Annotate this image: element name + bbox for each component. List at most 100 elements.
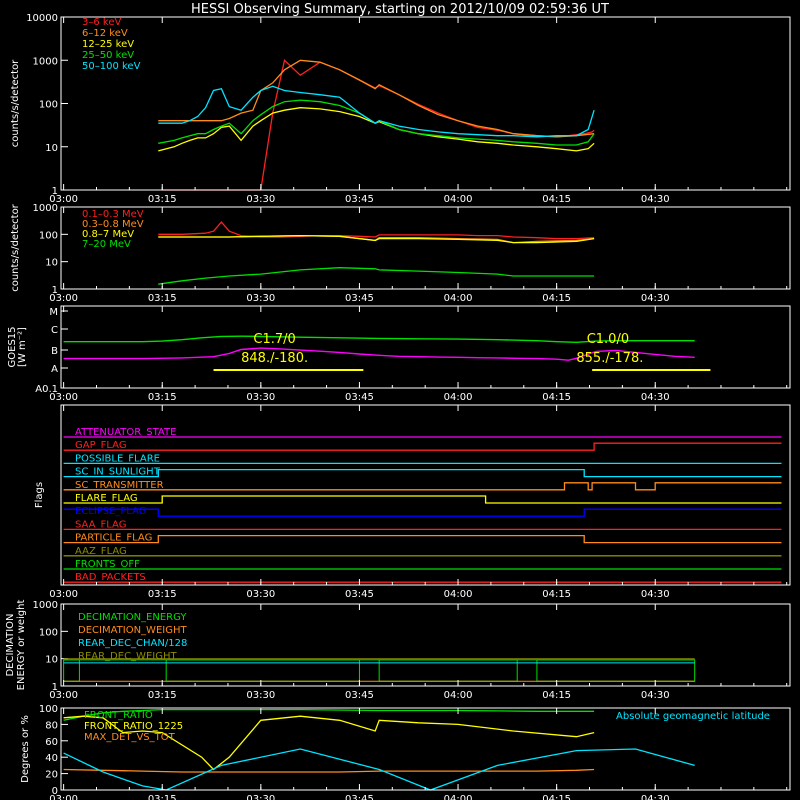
panel-low-energy-frame [60,16,791,191]
x-tick-label: 04:15 [542,794,571,800]
y-tick-label: 10000 [26,13,58,24]
flag-line-sc-transmitter [63,482,782,491]
y-tick-label: 100 [39,627,58,638]
legend-entry: FRONT_RATIO_1225 [84,721,183,732]
x-tick-label: 03:00 [49,794,78,800]
x-tick-label: 04:00 [444,690,473,701]
y-axis-label: DECIMATION [5,613,16,676]
flag-label-sc-transmitter: SC_TRANSMITTER [75,480,164,491]
flare-annotation: C1.7/0 [253,332,295,347]
panel-low-energy: 1 10 100 1000 10000 counts/s/detector 3–6 keV6… [10,13,791,205]
x-tick-label: 03:30 [246,194,275,205]
x-tick-label: 03:30 [246,794,275,800]
x-tick-label: 03:30 [246,293,275,304]
y-tick-label: 10 [45,258,58,269]
series-front-ratio [63,708,595,721]
flag-label-gap-flag: GAP_FLAG [75,440,127,451]
x-tick-label: 04:30 [641,794,670,800]
x-tick-label: 04:15 [542,690,571,701]
y-axis-label: Flags [34,482,45,508]
x-tick-label: 03:45 [345,690,374,701]
flag-label-flare-flag: FLARE_FLAG [75,493,138,504]
x-tick-label: 03:45 [345,589,374,600]
series-6-12-kev [158,59,595,138]
y-tick-label: 1 [52,682,58,693]
legend-entry: 0.3–0.8 MeV [82,219,144,230]
x-tick-label: 04:00 [444,293,473,304]
flag-label-fronts-off: FRONTS_OFF [75,559,140,570]
series-goes-high-channel [63,335,695,344]
flag-label-particle-flag: PARTICLE_FLAG [75,533,152,544]
y-axis-label: Degrees or % [20,715,31,783]
x-tick-label: 03:15 [148,194,177,205]
x-tick-label: 03:00 [49,194,78,205]
x-tick-label: 03:15 [148,392,177,403]
panel-flags: Flags ATTENUATOR_STATE GAP_FLAG POSSIBLE_FL… [34,404,791,600]
flag-line-particle-flag [63,534,782,544]
x-tick-label: 04:15 [542,589,571,600]
y-tick-label: 10 [45,143,58,154]
flag-line-flare-flag [63,495,782,504]
y-tick-label: 0 [52,786,58,797]
series-3-6-kev [162,59,595,191]
y-tick-label: 100 [39,230,58,241]
x-tick-label: 04:00 [444,589,473,600]
x-tick-label: 03:30 [246,392,275,403]
y-tick-label: 1000 [33,203,58,214]
legend-entry: 25–50 keV [82,50,134,61]
legend-entry: 3–6 keV [82,17,121,28]
y-axis-label: [W m⁻²] [17,327,28,367]
x-tick-label: 04:00 [444,794,473,800]
series-25-50-kev [158,99,595,146]
y-tick-label: 1 [52,285,58,296]
y-tick-label: M [49,307,58,318]
legend-entry: DECIMATION_ENERGY [78,612,187,623]
y-tick-label: 40 [45,753,58,764]
x-tick-label: 03:30 [246,690,275,701]
x-tick-label: 04:15 [542,293,571,304]
legend-entry: DECIMATION_WEIGHT [78,625,187,636]
y-tick-label: B [51,346,58,357]
legend-entry: REAR_DEC_WEIGHT [78,651,177,662]
x-tick-label: 04:00 [444,392,473,403]
legend-entry: FRONT_RATIO [84,710,153,721]
x-tick-label: 03:30 [246,589,275,600]
y-axis-label: ENERGY or weight [16,600,27,691]
x-tick-label: 03:45 [345,392,374,403]
flag-label-aaz-flag: AAZ_FLAG [75,546,127,557]
x-tick-label: 03:00 [49,690,78,701]
series-absolute-geomagnetic-latitude [63,748,695,791]
x-tick-label: 03:45 [345,293,374,304]
series-goes-low-channel [63,347,695,361]
y-axis-label: GOES15 [7,326,18,367]
y-tick-label: A0.1 [35,384,58,395]
series-0-8-7-mev [158,234,595,244]
flare-annotation: 848./-180. [241,351,308,366]
flare-annotation: C1.0/0 [587,332,629,347]
y-axis-label: counts/s/detector [10,59,21,147]
x-tick-label: 04:15 [542,194,571,205]
flag-label-attenuator-state: ATTENUATOR_STATE [75,427,176,438]
legend-entry: MAX_DET_VS_TOT [84,732,176,743]
y-tick-label: 100 [39,704,58,715]
y-tick-label: 10 [45,655,58,666]
y-tick-label: 20 [45,770,58,781]
flare-annotation: 855./-178. [576,351,643,366]
legend-entry: 12–25 keV [82,39,134,50]
y-tick-label: 100 [39,100,58,111]
series-0-1-0-3-mev [158,221,595,240]
x-tick-label: 03:15 [148,690,177,701]
y-tick-label: 1000 [33,600,58,611]
flag-line-sc-in-sunlight [63,468,782,478]
panel-goes-frame [60,305,791,389]
page-title: HESSI Observing Summary, starting on 201… [191,2,609,17]
flag-line-gap-flag [63,442,782,451]
legend-entry: Absolute geomagnetic latitude [616,711,770,722]
legend-entry: 0.8–7 MeV [82,229,134,240]
x-tick-label: 03:00 [49,293,78,304]
panel-decimation: 1 10 100 1000 DECIMATION ENERGY or weight DECI… [5,600,791,701]
series-50-100-kev [158,85,595,138]
flag-label-saa-flag: SAA_FLAG [75,519,126,530]
y-tick-label: 60 [45,737,58,748]
